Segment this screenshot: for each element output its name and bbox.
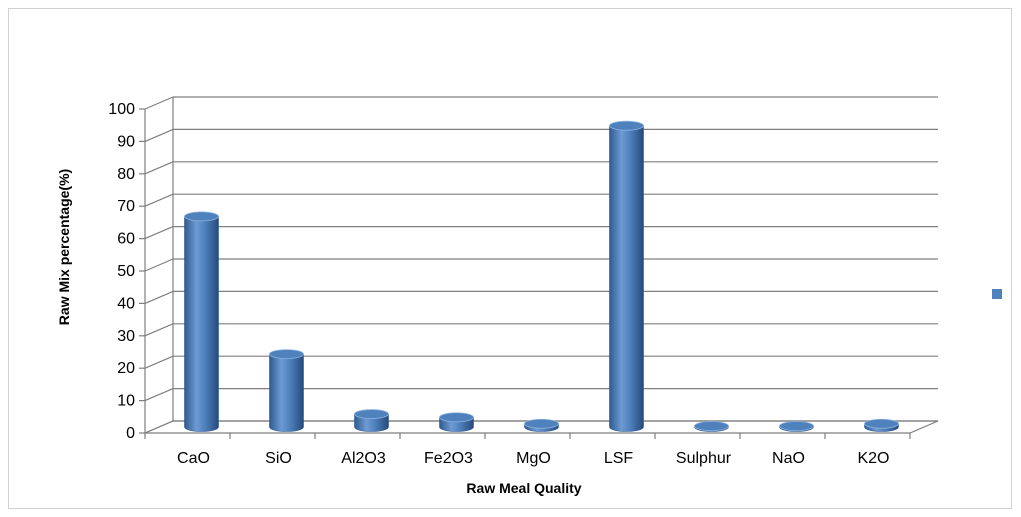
- x-tick-label: Al2O3: [341, 450, 386, 467]
- y-tick-label: 40: [117, 295, 135, 312]
- y-tick-label: 10: [117, 393, 135, 410]
- gridlines: [144, 96, 939, 434]
- x-tick-label: LSF: [604, 450, 634, 467]
- side-wall-gridline: [144, 323, 174, 337]
- bar: [524, 418, 559, 432]
- chart-area: 0 10 20 30 40 50 60 70 80 90 100 CaO SiO Al2O3 Fe2O3 M…: [8, 8, 1012, 509]
- side-wall-gridline: [144, 226, 174, 240]
- side-wall-gridline: [144, 161, 174, 175]
- x-tick-label: CaO: [177, 450, 210, 467]
- y-tick-label: 50: [117, 263, 135, 280]
- x-tick-label: Sulphur: [676, 450, 732, 467]
- side-wall-gridline: [144, 193, 174, 207]
- bar: [269, 349, 304, 432]
- x-axis-ticks: CaO SiO Al2O3 Fe2O3 MgO LSF Sulphur NaO K2O: [144, 433, 911, 467]
- x-tick-label: NaO: [772, 450, 805, 467]
- y-tick-label: 60: [117, 231, 135, 248]
- y-axis-ticks: 0 10 20 30 40 50 60 70 80 90 100: [108, 101, 145, 442]
- side-wall-gridline: [144, 290, 174, 304]
- legend-marker: [992, 289, 1002, 299]
- y-tick-label: 30: [117, 328, 135, 345]
- y-tick-label: 100: [108, 101, 135, 118]
- bar: [609, 120, 644, 432]
- x-tick-label: SiO: [265, 450, 292, 467]
- bar: [694, 421, 729, 432]
- side-wall-gridline: [144, 355, 174, 369]
- x-tick-label: Fe2O3: [424, 450, 473, 467]
- bars: [184, 120, 899, 432]
- y-tick-label: 20: [117, 360, 135, 377]
- bar: [439, 412, 474, 432]
- side-wall-gridline: [144, 258, 174, 272]
- y-axis-title: Raw Mix percentage(%): [56, 169, 72, 325]
- y-tick-label: 80: [117, 166, 135, 183]
- bar: [779, 421, 814, 432]
- side-wall-gridline: [144, 128, 174, 142]
- x-tick-label: MgO: [516, 450, 551, 467]
- bar: [354, 409, 389, 432]
- y-tick-label: 70: [117, 198, 135, 215]
- bar: [184, 211, 219, 432]
- side-wall-gridline: [144, 388, 174, 402]
- side-wall-gridline: [144, 96, 174, 110]
- bar-chart: 0 10 20 30 40 50 60 70 80 90 100 CaO SiO Al2O3 Fe2O3 M…: [56, 96, 1002, 496]
- x-tick-label: K2O: [857, 450, 889, 467]
- y-tick-label: 90: [117, 133, 135, 150]
- x-axis-title: Raw Meal Quality: [466, 480, 581, 496]
- bar: [864, 418, 899, 432]
- legend: [992, 289, 1002, 299]
- y-tick-label: 0: [126, 425, 135, 442]
